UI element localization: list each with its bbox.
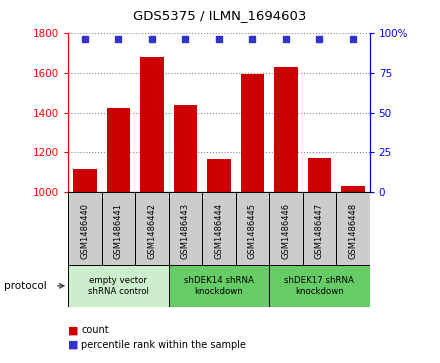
Text: GSM1486440: GSM1486440	[81, 203, 89, 259]
Bar	[202, 192, 236, 265]
Text: GSM1486444: GSM1486444	[214, 203, 224, 259]
Bar	[107, 107, 130, 192]
Bar	[135, 192, 169, 265]
Bar	[308, 158, 331, 192]
Bar	[269, 265, 370, 307]
Point	[216, 36, 223, 42]
Point	[81, 36, 88, 42]
Text: count: count	[81, 325, 109, 335]
Text: empty vector
shRNA control: empty vector shRNA control	[88, 276, 149, 295]
Text: GSM1486448: GSM1486448	[348, 203, 357, 260]
Text: GSM1486446: GSM1486446	[281, 203, 290, 260]
Text: GSM1486445: GSM1486445	[248, 203, 257, 259]
Bar	[269, 192, 303, 265]
Bar	[169, 265, 269, 307]
Bar	[73, 170, 97, 192]
Text: GDS5375 / ILMN_1694603: GDS5375 / ILMN_1694603	[133, 9, 307, 22]
Bar	[341, 187, 365, 192]
Bar	[274, 67, 297, 192]
Point	[115, 36, 122, 42]
Bar	[68, 192, 102, 265]
Bar	[140, 57, 164, 192]
Text: ■: ■	[68, 325, 79, 335]
Text: shDEK17 shRNA
knockdown: shDEK17 shRNA knockdown	[284, 276, 354, 295]
Bar	[241, 74, 264, 192]
Point	[316, 36, 323, 42]
Bar	[102, 192, 135, 265]
Text: GSM1486441: GSM1486441	[114, 203, 123, 259]
Point	[148, 36, 155, 42]
Bar	[336, 192, 370, 265]
Bar	[303, 192, 336, 265]
Text: protocol: protocol	[4, 281, 47, 291]
Bar	[68, 265, 169, 307]
Text: percentile rank within the sample: percentile rank within the sample	[81, 340, 246, 350]
Bar	[236, 192, 269, 265]
Point	[249, 36, 256, 42]
Text: ■: ■	[68, 340, 79, 350]
Bar	[207, 159, 231, 192]
Point	[349, 36, 356, 42]
Text: GSM1486447: GSM1486447	[315, 203, 324, 260]
Text: GSM1486443: GSM1486443	[181, 203, 190, 260]
Point	[182, 36, 189, 42]
Text: shDEK14 shRNA
knockdown: shDEK14 shRNA knockdown	[184, 276, 254, 295]
Bar	[169, 192, 202, 265]
Point	[282, 36, 290, 42]
Bar	[174, 105, 197, 192]
Text: GSM1486442: GSM1486442	[147, 203, 157, 259]
